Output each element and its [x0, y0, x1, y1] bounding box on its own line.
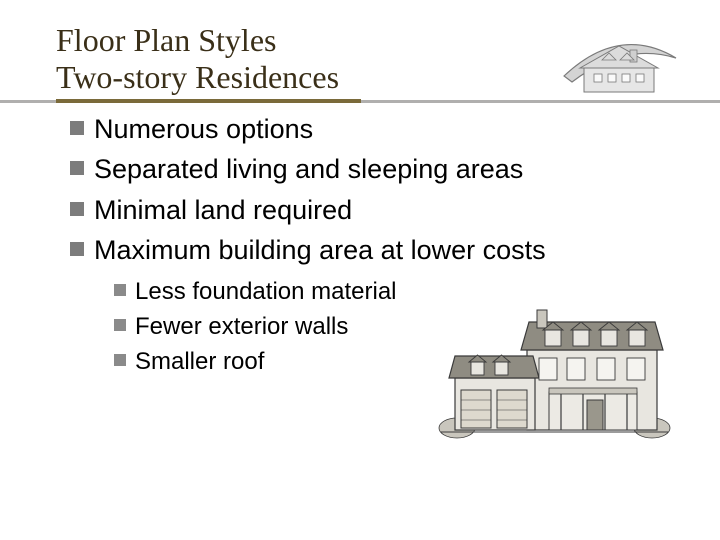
two-story-house-illustration	[437, 300, 672, 440]
bullet-marker-icon	[114, 284, 126, 296]
list-item: Minimal land required	[70, 193, 680, 228]
bullet-marker-icon	[114, 319, 126, 331]
list-item: Numerous options	[70, 112, 680, 147]
bullet-text: Maximum building area at lower costs	[94, 233, 546, 268]
bullet-marker-icon	[70, 242, 84, 256]
list-item: Separated living and sleeping areas	[70, 152, 680, 187]
house-swoosh-logo	[554, 16, 684, 104]
bullet-text: Numerous options	[94, 112, 313, 147]
sub-bullet-text: Smaller roof	[135, 346, 264, 377]
sub-bullet-text: Less foundation material	[135, 276, 397, 307]
bullet-marker-icon	[70, 202, 84, 216]
list-item: Maximum building area at lower costs	[70, 233, 680, 268]
sub-bullet-text: Fewer exterior walls	[135, 311, 348, 342]
bullet-marker-icon	[70, 161, 84, 175]
bullet-marker-icon	[70, 121, 84, 135]
slide-header: Floor Plan Styles Two-story Residences	[0, 0, 720, 96]
bullet-text: Separated living and sleeping areas	[94, 152, 523, 187]
bullet-text: Minimal land required	[94, 193, 352, 228]
bullet-marker-icon	[114, 354, 126, 366]
